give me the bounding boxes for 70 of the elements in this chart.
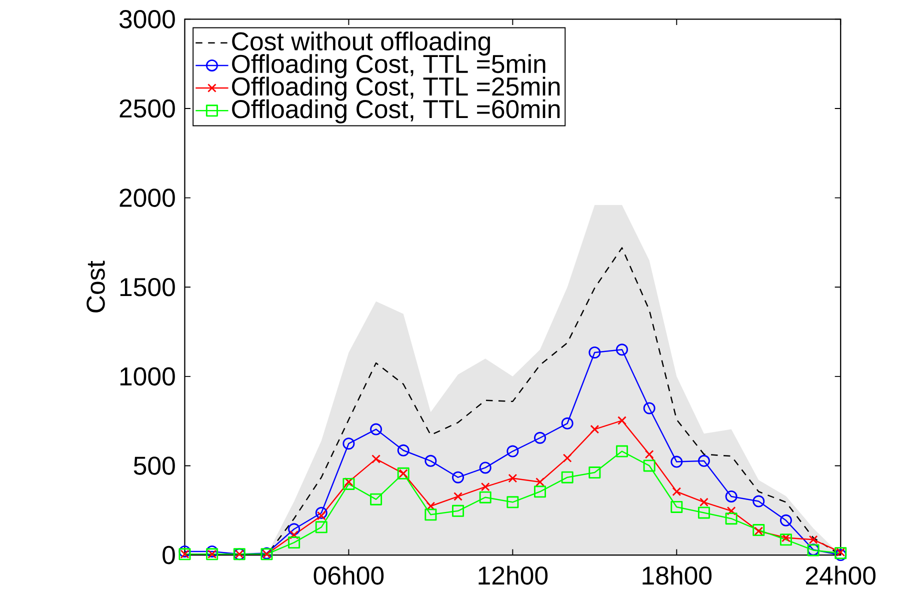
y-tick-label: 2000 xyxy=(120,188,175,207)
y-tick-label: 1000 xyxy=(120,367,175,386)
y-tick-label: 1500 xyxy=(120,278,175,296)
legend-label: Offloading Cost, TTL =60min xyxy=(232,99,560,124)
point xyxy=(643,460,656,472)
point xyxy=(479,462,492,474)
point xyxy=(698,506,710,519)
point xyxy=(752,495,765,508)
point xyxy=(452,471,464,484)
point xyxy=(725,512,738,524)
x-tick-label: 24h00 xyxy=(806,566,876,585)
point xyxy=(370,493,382,506)
point xyxy=(372,454,380,464)
point xyxy=(344,477,354,486)
point xyxy=(670,456,683,468)
point xyxy=(342,437,355,450)
point xyxy=(534,486,546,498)
point xyxy=(534,432,546,444)
point xyxy=(780,534,792,546)
y-tick-label: 2500 xyxy=(120,99,175,118)
point xyxy=(726,506,736,516)
point xyxy=(536,477,544,486)
point xyxy=(315,506,328,519)
x-tick-label: 12h00 xyxy=(478,566,548,585)
point xyxy=(616,445,628,458)
point xyxy=(178,545,191,558)
point xyxy=(506,445,519,458)
point xyxy=(808,535,818,544)
point xyxy=(561,471,574,484)
y-tick-label: 500 xyxy=(134,456,175,475)
point xyxy=(316,511,326,520)
point xyxy=(782,533,790,542)
x-tick-label: 06h00 xyxy=(314,566,384,585)
point xyxy=(670,500,683,513)
point xyxy=(288,536,300,548)
point xyxy=(698,454,710,467)
point xyxy=(618,416,626,425)
point xyxy=(672,487,682,496)
point xyxy=(590,424,600,434)
x-tick-label: 18h00 xyxy=(642,566,712,585)
y-tick-label: 3000 xyxy=(119,10,175,28)
point xyxy=(562,453,572,462)
point xyxy=(506,496,519,508)
point xyxy=(426,502,436,510)
point xyxy=(290,530,299,540)
point xyxy=(342,478,355,490)
point xyxy=(700,498,708,507)
point xyxy=(452,504,464,517)
point xyxy=(370,423,382,436)
point xyxy=(616,344,628,356)
y-tick-label: 0 xyxy=(162,546,175,564)
point xyxy=(643,402,656,414)
point xyxy=(288,523,300,536)
y-axis-title: Cost xyxy=(86,260,105,312)
point xyxy=(588,466,601,478)
point xyxy=(480,482,490,492)
point xyxy=(561,417,574,430)
point xyxy=(752,524,765,536)
point xyxy=(508,474,518,483)
point xyxy=(424,454,437,467)
point xyxy=(754,526,764,536)
point xyxy=(588,346,601,358)
point xyxy=(315,521,328,534)
point xyxy=(644,450,654,459)
point xyxy=(454,492,462,501)
point xyxy=(397,444,410,456)
point xyxy=(479,491,492,504)
point xyxy=(424,508,437,521)
point xyxy=(725,490,738,502)
point xyxy=(780,514,792,526)
